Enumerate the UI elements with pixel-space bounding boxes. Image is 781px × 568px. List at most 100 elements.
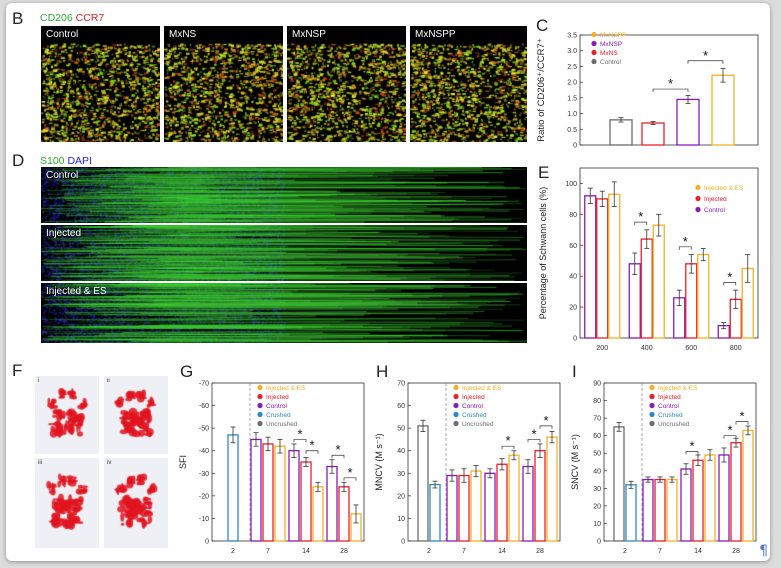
bar (652, 224, 665, 339)
bar (711, 74, 735, 146)
panel-letter: G (180, 362, 193, 381)
bar (609, 119, 633, 146)
stain-cd206: CD206 (40, 12, 73, 24)
legend-label: Control (704, 207, 726, 214)
y-tick-label: 60 (593, 433, 601, 440)
y-tick-label: -50 (199, 426, 209, 433)
legend-marker (649, 411, 655, 418)
footprint-label: ii (107, 378, 110, 384)
footprint-ii: ii (104, 376, 168, 454)
y-tick-label: -60 (199, 403, 209, 410)
legend-marker (453, 393, 459, 400)
legend-marker (453, 420, 459, 427)
bar (508, 454, 520, 542)
footprint-i: i (35, 376, 99, 454)
bar (742, 429, 754, 542)
legend-label: Uncrushed (658, 421, 690, 428)
significance-star: * (689, 438, 694, 453)
significance-star: * (727, 423, 732, 438)
plot-frame (603, 382, 757, 542)
bar (446, 474, 458, 542)
bar (641, 122, 665, 146)
panel-d-stain-label: S100 DAPI (40, 155, 92, 167)
micrograph-texture (41, 26, 160, 142)
significance-bracket (685, 451, 699, 455)
micrograph-texture (35, 376, 99, 454)
micrograph-d-injected: Injected (41, 225, 527, 281)
significance-bracket (527, 439, 541, 443)
legend-marker (591, 31, 597, 38)
y-tick-label: 3.0 (567, 48, 577, 55)
bar (300, 461, 312, 542)
legend-marker (257, 393, 263, 400)
micrograph-b-mxnsp: MxNSP (287, 26, 406, 142)
bar (484, 472, 496, 542)
y-tick-label: 0.5 (567, 127, 577, 134)
x-tick-label: 28 (536, 548, 544, 555)
panel-letter-d: D (12, 151, 25, 170)
bar (534, 450, 546, 542)
bar (654, 478, 666, 542)
bar (458, 474, 470, 542)
y-tick-label: 50 (397, 426, 405, 433)
micrograph-label: MxNSPP (415, 29, 456, 40)
x-tick-label: 7 (658, 548, 662, 555)
chart-c: 0 0.5 1.0 1.5 2.0 2.5 3.0 3.5 Ratio of CD206⁺/CC… (536, 16, 759, 150)
footprint-iii: iii (35, 458, 99, 548)
legend-label: Injected & ES (462, 385, 502, 392)
chart-e: 0 20 40 60 80 100 Percentage of Schwann cells … (538, 163, 759, 352)
x-tick-label: 14 (694, 548, 702, 555)
legend-label: Uncrushed (462, 421, 494, 428)
legend-label: MxNSPP (600, 32, 626, 39)
legend-label: Injected (658, 394, 681, 401)
panel-letter: I (572, 362, 577, 381)
plot-frame (579, 167, 759, 339)
x-tick-label: 7 (266, 548, 270, 555)
bar (692, 459, 704, 542)
significance-bracket (652, 88, 689, 93)
significance-bracket (501, 445, 515, 450)
legend-marker (695, 195, 701, 202)
bar (584, 195, 597, 339)
legend-marker (649, 393, 655, 400)
bar (718, 454, 730, 542)
y-tick-label: 70 (397, 381, 405, 388)
y-tick-label: -70 (199, 381, 209, 388)
x-tick-label: 28 (340, 548, 348, 555)
bar (704, 454, 716, 542)
significance-star: * (668, 76, 673, 91)
legend-label: Injected (266, 394, 289, 401)
significance-star: * (347, 465, 352, 480)
bar (642, 478, 654, 542)
micrograph-texture (104, 458, 168, 548)
significance-star: * (297, 426, 302, 441)
footprint-label: iv (107, 460, 112, 466)
bar (470, 470, 482, 542)
bar (496, 463, 508, 542)
legend-label: Injected (462, 394, 485, 401)
y-tick-label: 80 (569, 212, 577, 219)
significance-bracket (723, 282, 737, 286)
legend-marker (257, 384, 263, 391)
y-tick-label: 20 (593, 503, 601, 510)
bar (429, 483, 441, 542)
y-axis-label: MNCV (M s⁻¹) (374, 433, 384, 490)
bar (417, 425, 429, 542)
panel-letter-f: F (12, 361, 23, 380)
significance-bracket (678, 246, 692, 250)
significance-bracket (343, 477, 357, 481)
significance-bracket (539, 425, 553, 429)
legend-marker (453, 411, 459, 418)
x-tick-label: 2 (427, 548, 431, 555)
panel-letter: C (536, 16, 548, 35)
micrograph-label: Injected (46, 228, 82, 239)
legend-marker (591, 49, 597, 56)
panel-b-stain-label: CD206 CCR7 (40, 12, 104, 24)
bar (613, 426, 625, 542)
y-tick-label: 20 (397, 493, 405, 500)
micrograph-label: Injected & ES (46, 286, 107, 297)
y-tick-label: 40 (569, 274, 577, 281)
micrograph-texture (164, 26, 283, 142)
panel-letter: E (538, 163, 549, 182)
x-tick-label: 400 (641, 345, 653, 352)
